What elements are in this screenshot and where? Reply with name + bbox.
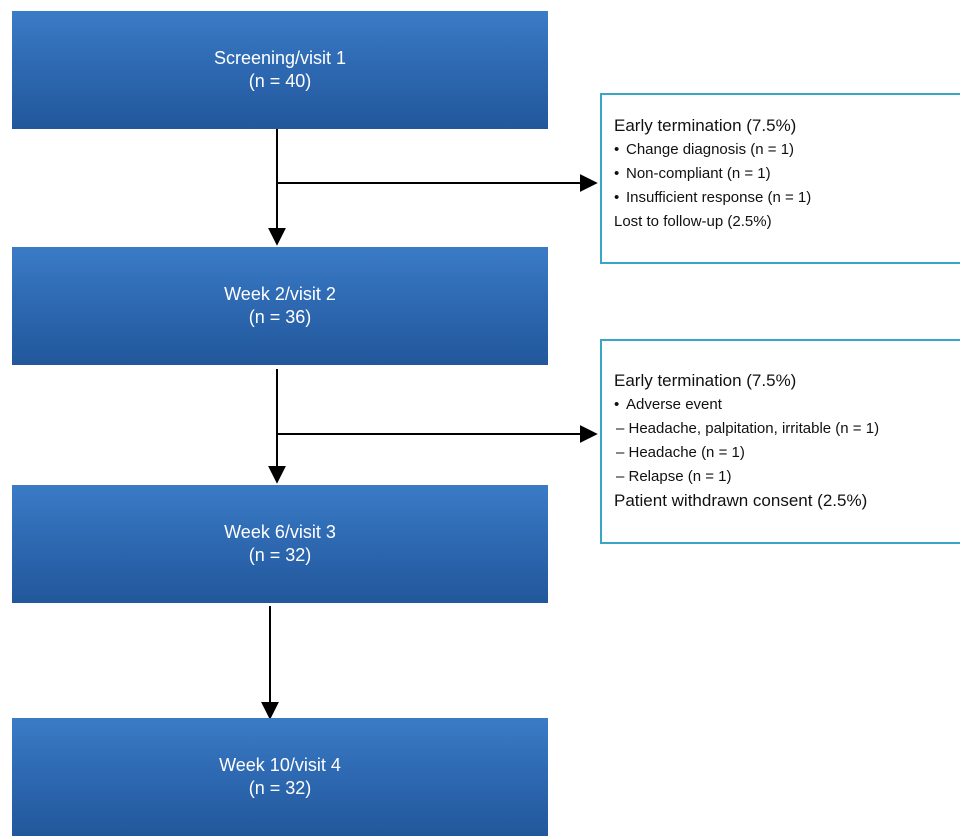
exit-footer: Lost to follow-up (2.5%) — [614, 213, 772, 230]
stage-title: Week 6/visit 3 — [224, 522, 336, 542]
stage-count: (n = 40) — [248, 71, 312, 91]
stage-title: Week 10/visit 4 — [219, 755, 341, 775]
stage-box-visit-4: Week 10/visit 4 (n = 32) — [12, 718, 548, 836]
stage-title: Screening/visit 1 — [213, 48, 347, 68]
exit-heading: Early termination (7.5%) — [614, 116, 797, 135]
stage-count: (n = 36) — [248, 307, 312, 327]
stage-box-visit-3: Week 6/visit 3 (n = 32) — [12, 485, 548, 603]
exit-footer: Patient withdrawn consent (2.5%) — [614, 491, 868, 510]
stage-count: (n = 32) — [248, 778, 312, 798]
exit-reason-item: Adverse event — [614, 393, 960, 417]
exit-box-2: Early termination (7.5%) Adverse event –… — [600, 339, 960, 544]
stage-count: (n = 32) — [248, 545, 312, 565]
stage-box-visit-1: Screening/visit 1 (n = 40) — [12, 11, 548, 129]
exit-reason-item: Non-compliant (n = 1) — [614, 162, 960, 186]
exit-reason-item: Insufficient response (n = 1) — [614, 186, 960, 210]
exit-heading: Early termination (7.5%) — [614, 371, 797, 390]
exit-sub-reason: – Relapse (n = 1) — [616, 468, 732, 485]
stage-title: Week 2/visit 2 — [224, 284, 336, 304]
exit-sub-reason: – Headache, palpitation, irritable (n = … — [616, 420, 880, 437]
exit-sub-reason: – Headache (n = 1) — [616, 444, 745, 461]
exit-reason-item: Change diagnosis (n = 1) — [614, 138, 960, 162]
stage-box-visit-2: Week 2/visit 2 (n = 36) — [12, 247, 548, 365]
exit-box-1: Early termination (7.5%) Change diagnosi… — [600, 93, 960, 264]
